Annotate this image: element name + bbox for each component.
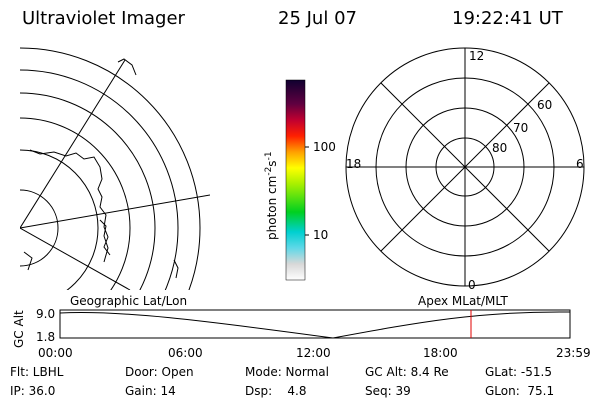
lat-label: 70 — [513, 121, 528, 135]
time-tick: 06:00 — [168, 346, 203, 360]
colorbar — [285, 79, 306, 281]
lat-label: 60 — [537, 98, 552, 112]
alt-tick: 1.8 — [36, 330, 55, 344]
time-tick: 00:00 — [38, 346, 73, 360]
status-field: Mode: Normal — [245, 365, 329, 379]
map — [20, 47, 210, 290]
timeline-box — [59, 309, 571, 339]
time: 19:22:41 UT — [452, 8, 564, 29]
timeline-title: Apex MLat/MLT — [418, 294, 508, 308]
alt-tick: 9.0 — [36, 307, 55, 321]
status-field: Flt: LBHL — [10, 365, 64, 379]
status: Flt: LBHL Door: Open Mode: Normal GC Alt: 8… — [10, 365, 554, 398]
axis-label: GC Alt — [12, 310, 26, 348]
status-field: IP: 36.0 — [10, 384, 55, 398]
status-field: Dsp: 4.8 — [245, 384, 307, 398]
status-field: GC Alt: 8.4 Re — [365, 365, 449, 379]
time-tick: 23:59 — [556, 346, 591, 360]
mlt-label: 6 — [576, 157, 584, 171]
altitude-curve — [59, 311, 571, 339]
time-tick: 18:00 — [423, 346, 458, 360]
colorbar-label: photon cm-2s-1 — [264, 151, 279, 240]
lat-label: 80 — [492, 141, 507, 155]
colorbar-tick: 10 — [313, 228, 328, 242]
status-field: GLat: -51.5 — [485, 365, 552, 379]
status-field: Gain: 14 — [125, 384, 176, 398]
mlt-label: 0 — [468, 278, 476, 292]
mlt-label: 12 — [469, 49, 484, 63]
date: 25 Jul 07 — [278, 8, 357, 29]
time-tick: 12:00 — [296, 346, 331, 360]
title: Ultraviolet Imager — [22, 8, 186, 29]
polar-grid — [345, 47, 585, 287]
status-field: GLon: 75.1 — [485, 384, 554, 398]
status-field: Door: Open — [125, 365, 194, 379]
status-field: Seq: 39 — [365, 384, 411, 398]
colorbar-tick: 100 — [313, 140, 336, 154]
mlt-label: 18 — [346, 157, 361, 171]
timeline-title: Geographic Lat/Lon — [70, 294, 187, 308]
